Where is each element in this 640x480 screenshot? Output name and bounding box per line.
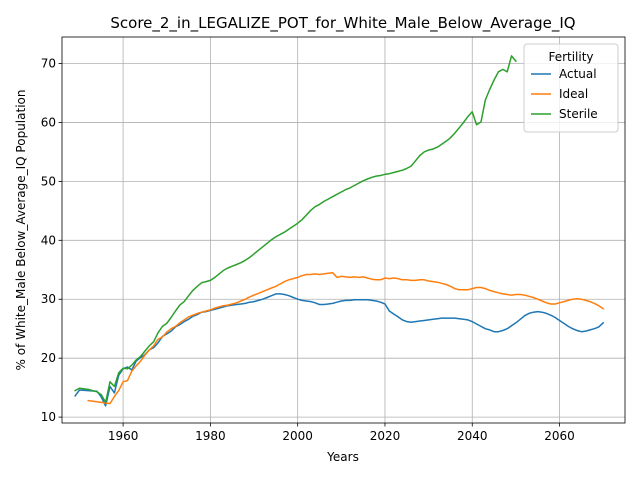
series-line-sterile (74, 55, 517, 404)
series-lines (74, 55, 605, 407)
legend-box (523, 43, 619, 133)
x-tick-label: 1980 (195, 429, 226, 443)
y-tick-label: 40 (41, 233, 56, 247)
y-axis-label: % of White_Male Below_Average_IQ Populat… (14, 90, 28, 371)
x-tick-label: 2020 (370, 429, 401, 443)
y-tick-label: 70 (41, 57, 56, 71)
y-tick-label: 20 (41, 351, 56, 365)
legend-title: Fertility (548, 50, 593, 64)
y-tick-label: 30 (41, 292, 56, 306)
y-tick-label: 60 (41, 115, 56, 129)
legend-label-actual: Actual (559, 67, 597, 81)
x-axis-ticks: 1960 1980 2000 2020 2040 2060 (108, 423, 575, 443)
x-axis-label: Years (326, 450, 359, 464)
series-line-actual (74, 293, 605, 407)
x-tick-label: 2000 (282, 429, 313, 443)
series-line-ideal (87, 271, 605, 405)
y-axis-ticks: 10 20 30 40 50 60 70 (41, 57, 62, 424)
legend: Fertility Actual Ideal Sterile (523, 43, 619, 133)
legend-label-sterile: Sterile (559, 107, 598, 121)
y-tick-label: 10 (41, 410, 56, 424)
x-tick-label: 1960 (108, 429, 139, 443)
plot-frame (61, 36, 626, 424)
x-tick-label: 2060 (544, 429, 575, 443)
y-tick-label: 50 (41, 174, 56, 188)
chart-title: Score_2_in_LEGALIZE_POT_for_White_Male_B… (110, 14, 575, 33)
legend-label-ideal: Ideal (559, 87, 588, 101)
x-tick-label: 2040 (457, 429, 488, 443)
